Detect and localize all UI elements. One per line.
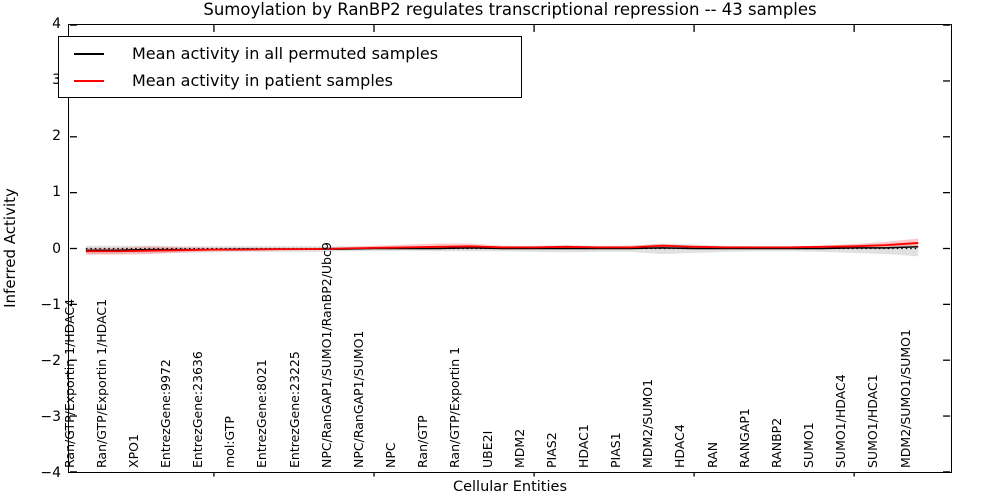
entity-label: mol:GTP [222,416,238,468]
entity-label: EntrezGene:8021 [254,359,270,468]
plot-canvas [69,24,951,477]
y-tick-label: −3 [40,408,61,425]
y-tick-label: 4 [52,16,61,33]
x-axis-label: Cellular Entities [452,479,568,495]
y-tick-label: −2 [40,352,61,369]
entity-label: Ran/GTP/Exportin 1/HDAC1 [93,298,109,468]
legend-item-permuted: Mean activity in all permuted samples [59,41,521,67]
entity-label: NPC [383,442,399,468]
entity-label: RAN [704,441,720,468]
entity-label: EntrezGene:23225 [286,351,302,468]
legend-item-patient: Mean activity in patient samples [59,68,521,94]
entity-label: MDM2 [511,428,527,468]
entity-label: EntrezGene:9972 [157,359,173,468]
entity-label: Ran/GTP/Exportin 1/HDAC4 [61,298,77,468]
legend: Mean activity in all permuted samples Me… [58,36,522,98]
legend-label: Mean activity in patient samples [132,71,393,90]
y-tick-label: 2 [52,128,61,145]
chart-title: Sumoylation by RanBP2 regulates transcri… [203,0,817,19]
y-axis-label: Inferred Activity [1,188,19,308]
entity-label: PIAS1 [608,432,624,468]
entity-label: MDM2/SUMO1 [640,378,656,468]
plot-area [68,24,952,477]
entity-label: HDAC4 [672,424,688,468]
entity-label: EntrezGene:23636 [190,351,206,468]
entity-label: PIAS2 [543,432,559,468]
entity-label: SUMO1 [801,422,817,468]
entity-label: XPO1 [125,434,141,468]
y-tick-label: 1 [52,184,61,201]
permuted-line-swatch [74,52,104,55]
entity-label: RANBP2 [768,417,784,468]
entity-label: SUMO1/HDAC1 [865,374,881,468]
entity-label: RANGAP1 [736,408,752,468]
entity-label: SUMO1/HDAC4 [833,374,849,468]
y-tick-label: 3 [52,72,61,89]
y-tick-label: −1 [40,296,61,313]
y-tick-label: −4 [40,464,61,481]
entity-label: Ran/GTP/Exportin 1 [447,346,463,468]
entity-label: Ran/GTP [415,415,431,468]
y-tick-label: 0 [52,240,61,257]
patient-mean-line [85,242,919,253]
entity-label: MDM2/SUMO1/SUMO1 [897,329,913,468]
entity-label: NPC/RanGAP1/SUMO1/RanBP2/Ubc9 [318,242,334,468]
entity-label: HDAC1 [575,424,591,468]
entity-label: UBE2I [479,430,495,468]
legend-label: Mean activity in all permuted samples [132,44,439,63]
patient-line-swatch [74,79,104,82]
entity-label: NPC/RanGAP1/SUMO1 [350,330,366,468]
